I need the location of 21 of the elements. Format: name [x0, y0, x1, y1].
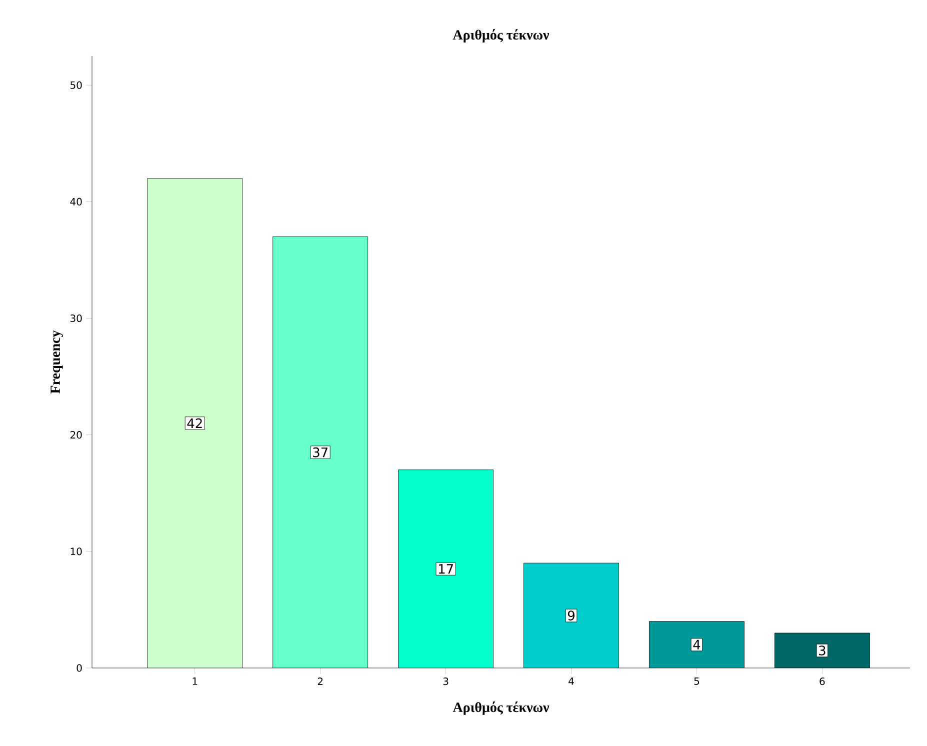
- y-tick-label: 50: [70, 81, 82, 89]
- chart-title: Αριθμός τέκνων: [452, 29, 550, 42]
- y-tick-label: 20: [70, 431, 82, 439]
- y-tick-label: 30: [70, 314, 82, 322]
- y-axis-title: Frequency: [50, 330, 63, 394]
- x-tick-label: 2: [318, 678, 323, 685]
- data-label: 42: [187, 418, 202, 428]
- x-axis-title: Αριθμός τέκνων: [452, 702, 550, 715]
- x-tick-label: 1: [192, 678, 198, 685]
- x-tick-label: 3: [443, 678, 448, 686]
- data-label: 9: [568, 610, 574, 620]
- y-tick-label: 0: [76, 664, 82, 672]
- data-label: 37: [313, 447, 328, 458]
- data-label: 17: [438, 564, 453, 574]
- x-tick-label: 5: [694, 678, 700, 685]
- x-tick-label: 4: [568, 678, 574, 685]
- data-label: 4: [693, 640, 700, 650]
- data-label: 3: [819, 646, 826, 656]
- x-tick-label: 6: [820, 678, 825, 686]
- y-tick-label: 10: [70, 548, 82, 556]
- y-tick-label: 40: [70, 198, 82, 206]
